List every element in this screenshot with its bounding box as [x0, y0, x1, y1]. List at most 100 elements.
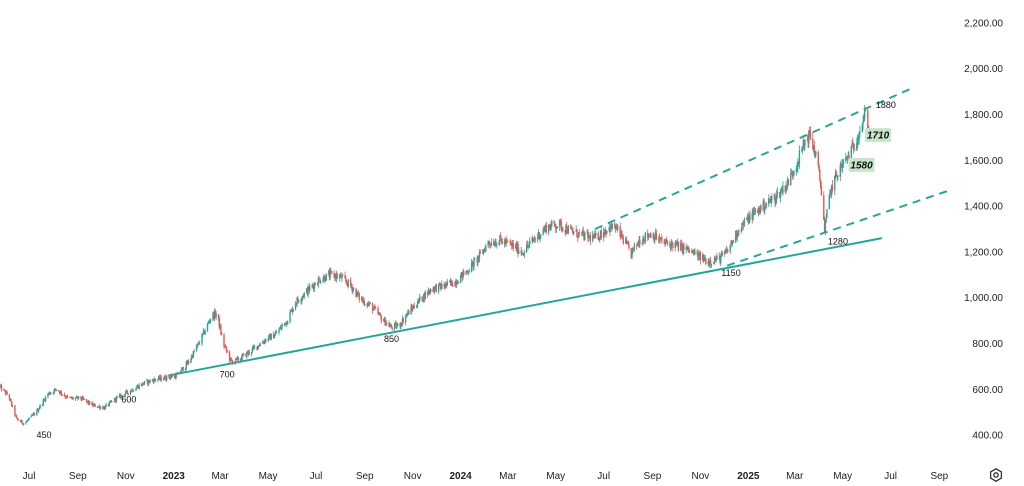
candle	[423, 291, 426, 303]
candle	[500, 238, 503, 245]
candle	[558, 219, 561, 232]
candle	[861, 123, 864, 133]
candle	[770, 196, 772, 207]
candle	[147, 379, 150, 387]
candle	[11, 404, 14, 408]
candle	[202, 328, 205, 335]
candle	[289, 309, 291, 324]
candle	[471, 260, 474, 266]
candle	[753, 206, 756, 216]
candle	[709, 259, 711, 268]
candle	[70, 397, 72, 399]
candle	[137, 385, 140, 389]
candle	[107, 403, 110, 407]
candle	[375, 306, 377, 309]
candle	[49, 392, 52, 396]
candle	[274, 331, 276, 337]
candle	[757, 208, 759, 214]
candle	[790, 168, 792, 186]
candle	[740, 227, 742, 234]
candle	[775, 197, 777, 206]
candle	[303, 291, 305, 300]
candle	[349, 277, 352, 288]
candle	[242, 352, 245, 356]
candle	[427, 287, 430, 296]
candle	[570, 224, 573, 230]
candle	[532, 236, 534, 243]
x-tick-label: Jul	[310, 471, 323, 482]
candle	[356, 291, 359, 297]
candle	[506, 238, 508, 243]
candle	[191, 354, 194, 359]
candle	[620, 230, 622, 238]
candle	[697, 252, 699, 261]
candle	[76, 396, 78, 398]
candle	[503, 237, 506, 248]
candle	[526, 240, 529, 249]
candle	[320, 280, 322, 284]
candle	[555, 225, 558, 233]
candle	[25, 421, 27, 425]
candle	[338, 273, 341, 282]
candle	[589, 231, 592, 246]
candle	[147, 379, 149, 387]
candle	[412, 304, 415, 310]
candle	[252, 344, 254, 351]
candle	[165, 374, 168, 383]
candle	[636, 244, 638, 250]
candle	[461, 271, 463, 282]
candle	[374, 304, 376, 311]
candle	[443, 282, 445, 290]
candle	[444, 281, 447, 289]
candle	[702, 254, 705, 263]
candle	[720, 252, 722, 267]
candle	[185, 360, 187, 371]
candle	[680, 239, 682, 252]
candle	[94, 403, 96, 408]
candle	[148, 380, 151, 384]
candle	[654, 228, 657, 240]
candle	[413, 302, 415, 309]
candle	[366, 302, 368, 309]
candle	[198, 341, 201, 345]
x-tick-label: Sep	[356, 471, 374, 482]
candle	[36, 408, 38, 417]
candle	[610, 222, 613, 229]
candle	[455, 278, 457, 289]
candle	[11, 400, 13, 408]
candle	[406, 312, 408, 318]
candle	[367, 301, 369, 307]
candle	[0, 383, 3, 392]
candle	[840, 163, 842, 168]
candle	[250, 352, 253, 357]
candle	[598, 236, 600, 241]
candle	[559, 219, 562, 226]
candle	[399, 322, 401, 329]
chart-settings-button[interactable]	[987, 466, 1005, 484]
candle	[489, 240, 491, 249]
candle	[308, 285, 310, 292]
candle	[565, 224, 567, 235]
candle	[630, 247, 632, 259]
candle	[294, 300, 297, 311]
candle	[356, 289, 358, 297]
candle	[676, 241, 678, 247]
candle	[377, 305, 379, 316]
candle	[116, 395, 118, 399]
candle	[812, 133, 814, 151]
gear-icon	[989, 468, 1003, 482]
candle	[175, 372, 177, 380]
candle	[136, 384, 139, 388]
candle	[257, 345, 260, 349]
candle	[432, 286, 434, 293]
candle	[10, 398, 12, 402]
candle	[456, 279, 458, 288]
candle	[105, 402, 107, 408]
candle	[212, 311, 214, 322]
candle	[768, 198, 771, 204]
candle	[318, 276, 320, 279]
candle	[448, 280, 451, 282]
candle	[278, 327, 280, 336]
candle	[27, 418, 29, 422]
candle	[644, 231, 647, 245]
